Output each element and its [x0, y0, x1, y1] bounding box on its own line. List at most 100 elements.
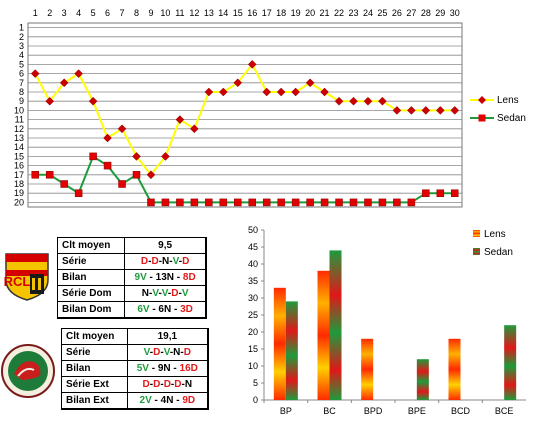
- lens-row: Bilan Dom 6V - 6N - 3D: [56, 301, 208, 319]
- x-tick-label: 8: [134, 8, 139, 18]
- sedan-row-value: D-D-D-D-N: [126, 376, 209, 393]
- bar-lens-bcd: [448, 338, 461, 400]
- point-sedan: [103, 161, 112, 170]
- y-tick-label: 4: [19, 50, 24, 60]
- sedan-row-label: Bilan Ext: [61, 392, 128, 410]
- lens-row-label: Série Dom: [56, 285, 126, 302]
- sedan-row-label: Série: [61, 344, 128, 361]
- y-tick-label: 12: [14, 124, 24, 134]
- bar-legend-swatch: [473, 230, 480, 237]
- point-lens: [204, 87, 214, 97]
- point-lens: [305, 78, 315, 88]
- point-sedan: [161, 198, 170, 207]
- bar-y-tick-label: 40: [248, 259, 258, 269]
- bar-sedan-bc: [329, 250, 342, 400]
- lens-row: Bilan 9V - 13N - 8D: [56, 269, 208, 286]
- lens-row: Série D-D-N-V-D: [56, 253, 208, 270]
- bar-y-tick-label: 5: [253, 378, 258, 388]
- sedan-row-value: 2V - 4N - 9D: [126, 392, 209, 410]
- bar-legend-label: Sedan: [484, 247, 513, 258]
- y-tick-label: 10: [14, 105, 24, 115]
- y-tick-label: 9: [19, 96, 24, 106]
- lens-row-value: N-V-V-D-V: [124, 285, 208, 302]
- point-lens: [74, 69, 83, 78]
- point-sedan: [219, 198, 228, 207]
- legend-label: Lens: [497, 95, 519, 106]
- bar-lens-bc: [317, 270, 330, 400]
- sedan-stats-table: Clt moyen 19,1 Série V-D-V-N-D Bilan 5V - 9N …: [61, 328, 209, 410]
- point-lens: [117, 124, 127, 134]
- bar-sedan-bp: [285, 301, 298, 400]
- point-sedan: [89, 152, 97, 161]
- x-tick-label: 16: [247, 8, 257, 18]
- sedan-row-label: Clt moyen: [61, 328, 128, 345]
- point-lens: [30, 69, 40, 78]
- point-lens: [161, 152, 170, 161]
- bar-sedan-bpe: [416, 359, 429, 400]
- y-tick-label: 8: [19, 87, 24, 97]
- x-tick-label: 30: [450, 8, 460, 18]
- bar-y-tick-label: 15: [248, 344, 258, 354]
- point-sedan: [349, 198, 358, 207]
- y-tick-label: 11: [15, 115, 24, 125]
- line-plot-area: [27, 22, 463, 208]
- x-tick-label: 2: [47, 8, 52, 18]
- legend-marker: [478, 96, 486, 104]
- bar-category-label: BPD: [364, 406, 383, 416]
- bar-lens-bpd: [361, 338, 374, 400]
- sedan-row: Bilan Ext 2V - 4N - 9D: [61, 392, 209, 410]
- legend-label: Sedan: [497, 113, 526, 124]
- y-tick-label: 3: [19, 41, 24, 51]
- point-lens: [132, 152, 141, 161]
- x-tick-label: 12: [189, 8, 199, 18]
- sedan-row-value: 5V - 9N - 16D: [126, 360, 209, 377]
- y-tick-label: 15: [14, 151, 24, 161]
- sedan-row-value: 19,1: [126, 328, 209, 345]
- point-sedan: [118, 180, 126, 188]
- lens-row-value: D-D-N-V-D: [124, 253, 208, 270]
- lens-row-value: 9V - 13N - 8D: [124, 269, 208, 286]
- point-sedan: [31, 171, 39, 179]
- point-sedan: [248, 198, 256, 207]
- point-sedan: [74, 189, 83, 197]
- point-lens: [378, 96, 387, 106]
- point-lens: [392, 106, 402, 115]
- point-lens: [349, 96, 358, 106]
- x-tick-label: 23: [348, 8, 358, 18]
- bar-category-label: BC: [323, 406, 336, 416]
- lens-row-label: Série: [56, 253, 126, 270]
- bar-y-tick-label: 10: [248, 361, 258, 371]
- point-lens: [407, 106, 416, 115]
- x-tick-label: 3: [62, 8, 67, 18]
- point-lens: [88, 96, 98, 106]
- x-tick-label: 11: [175, 8, 184, 18]
- x-tick-label: 22: [334, 8, 344, 18]
- lens-row-label: Bilan Dom: [56, 301, 126, 319]
- point-sedan: [320, 198, 329, 207]
- lens-row-value: 6V - 6N - 3D: [124, 301, 208, 319]
- goals-bar-chart: 0 5 10 15 20 25 30 35 40 45 50 BP BC BPD BPE BCD BCE Le…: [248, 225, 526, 416]
- y-tick-label: 6: [19, 69, 24, 79]
- point-sedan: [277, 198, 285, 207]
- bar-y-tick-label: 25: [248, 310, 258, 320]
- sedan-row-label: Série Ext: [61, 376, 128, 393]
- bar-y-tick-label: 45: [248, 242, 258, 252]
- y-tick-label: 19: [14, 188, 24, 198]
- y-tick-label: 7: [19, 78, 24, 88]
- lens-logo-letters: RCL: [4, 274, 31, 289]
- y-tick-label: 14: [14, 142, 24, 152]
- legend-marker: [478, 114, 486, 122]
- point-sedan: [234, 198, 242, 207]
- x-tick-label: 20: [305, 8, 315, 18]
- bar-legend-swatch: [473, 248, 480, 255]
- point-sedan: [60, 180, 68, 188]
- x-tick-label: 6: [105, 8, 110, 18]
- lens-row-value: 9,5: [124, 237, 208, 254]
- standings-line-chart: 1 2 3 4 5 6 7 8 9 10 11 12 13 14 15 16 17 18 19 20 21 22 23 24 2…: [14, 8, 526, 208]
- point-sedan: [422, 189, 430, 197]
- y-tick-label: 16: [14, 161, 24, 171]
- point-sedan: [262, 198, 271, 207]
- lens-row-label: Clt moyen: [56, 237, 126, 254]
- x-tick-label: 17: [262, 8, 272, 18]
- point-lens: [146, 170, 156, 180]
